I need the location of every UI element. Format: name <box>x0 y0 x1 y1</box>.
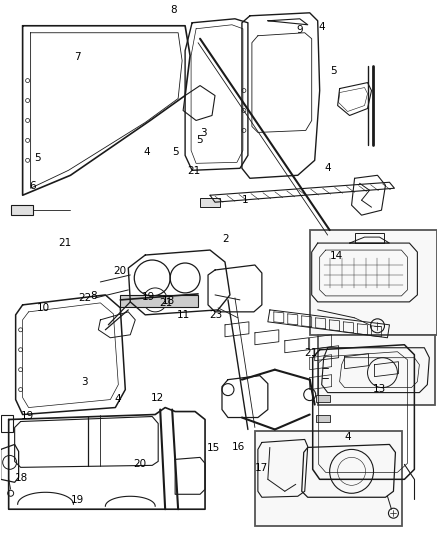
Text: 7: 7 <box>74 52 81 62</box>
Text: 16: 16 <box>232 442 245 452</box>
Text: 1: 1 <box>242 195 248 205</box>
Bar <box>255 432 403 526</box>
Text: 23: 23 <box>209 310 223 320</box>
Text: 4: 4 <box>318 22 325 33</box>
Bar <box>120 295 198 307</box>
Text: 19: 19 <box>141 292 155 302</box>
Text: 4: 4 <box>325 163 332 173</box>
Text: 20: 20 <box>133 459 146 469</box>
Text: 22: 22 <box>78 293 91 303</box>
Text: 6: 6 <box>29 181 35 191</box>
Text: 19: 19 <box>21 411 35 421</box>
Text: 5: 5 <box>331 66 337 76</box>
Text: 18: 18 <box>15 473 28 483</box>
Text: 5: 5 <box>35 152 41 163</box>
Text: 3: 3 <box>201 127 207 138</box>
Bar <box>316 394 330 401</box>
Text: 4: 4 <box>345 432 351 441</box>
Bar <box>1 415 13 432</box>
Bar <box>200 198 220 207</box>
Text: 20: 20 <box>113 266 126 276</box>
Bar <box>11 205 32 215</box>
Bar <box>316 415 330 422</box>
Text: 5: 5 <box>172 147 179 157</box>
Text: 5: 5 <box>196 135 203 145</box>
Text: 8: 8 <box>170 5 177 15</box>
Text: 21: 21 <box>59 238 72 248</box>
Text: 17: 17 <box>255 463 268 473</box>
Text: 3: 3 <box>81 377 88 387</box>
Text: 8: 8 <box>90 291 97 301</box>
Text: 2: 2 <box>222 234 229 244</box>
Text: 9: 9 <box>297 25 303 35</box>
Text: 21: 21 <box>304 348 317 358</box>
Text: 21: 21 <box>187 166 201 176</box>
Text: 14: 14 <box>329 251 343 261</box>
Bar <box>318 335 435 405</box>
Text: 11: 11 <box>177 310 190 320</box>
Text: 18: 18 <box>162 296 175 306</box>
Bar <box>355 233 385 243</box>
Bar <box>310 230 437 335</box>
Text: 21: 21 <box>159 297 173 308</box>
Text: 10: 10 <box>37 303 50 313</box>
Text: 19: 19 <box>71 495 84 505</box>
Text: 13: 13 <box>373 384 386 394</box>
Text: 12: 12 <box>151 393 165 403</box>
Text: 4: 4 <box>114 394 120 405</box>
Text: 15: 15 <box>207 443 220 453</box>
Text: 4: 4 <box>144 147 150 157</box>
